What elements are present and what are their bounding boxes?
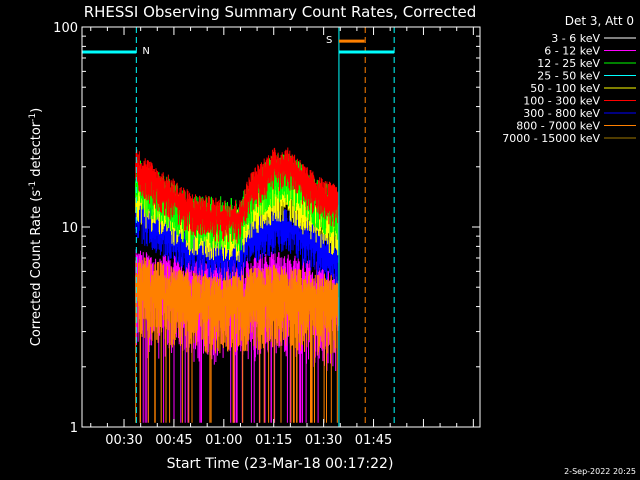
legend-header: Det 3, Att 0 [565, 14, 634, 28]
series-800-7000kev [135, 257, 339, 423]
y-tick-label: 1 [70, 421, 78, 436]
x-tick-label: 01:30 [305, 433, 342, 448]
x-axis: 00:30 00:45 01:00 01:15 01:30 01:45 [90, 27, 474, 448]
y-axis-label: Corrected Count Rate (s-1 detector-1) [28, 108, 44, 346]
series-100-300kev [135, 147, 339, 244]
legend-label: 25 - 50 keV [537, 70, 600, 83]
x-tick-label: 01:45 [355, 433, 392, 448]
legend-label: 100 - 300 keV [523, 95, 600, 108]
saa-bar-label: S [326, 35, 332, 46]
date-stamp: 2-Sep-2022 20:25 [564, 467, 636, 476]
x-axis-label: Start Time (23-Mar-18 00:17:22) [167, 456, 394, 472]
plot-area: NS [82, 27, 395, 427]
chart-title: RHESSI Observing Summary Count Rates, Co… [84, 3, 477, 21]
y-tick-label: 10 [61, 221, 78, 236]
legend-label: 3 - 6 keV [551, 32, 600, 45]
night-bar-label: N [142, 46, 149, 57]
x-tick-label: 01:00 [205, 433, 242, 448]
y-tick-label: 100 [53, 21, 78, 36]
legend-label: 300 - 800 keV [523, 107, 600, 120]
x-tick-label: 01:15 [255, 433, 292, 448]
legend-label: 6 - 12 keV [544, 45, 600, 58]
legend-label: 12 - 25 keV [537, 57, 600, 70]
legend-label: 7000 - 15000 keV [502, 132, 600, 145]
legend-label: 800 - 7000 keV [516, 120, 600, 133]
legend-label: 50 - 100 keV [530, 82, 600, 95]
x-tick-label: 00:45 [155, 433, 192, 448]
x-tick-label: 00:30 [105, 433, 142, 448]
y-axis: 1 10 100 [53, 21, 480, 436]
